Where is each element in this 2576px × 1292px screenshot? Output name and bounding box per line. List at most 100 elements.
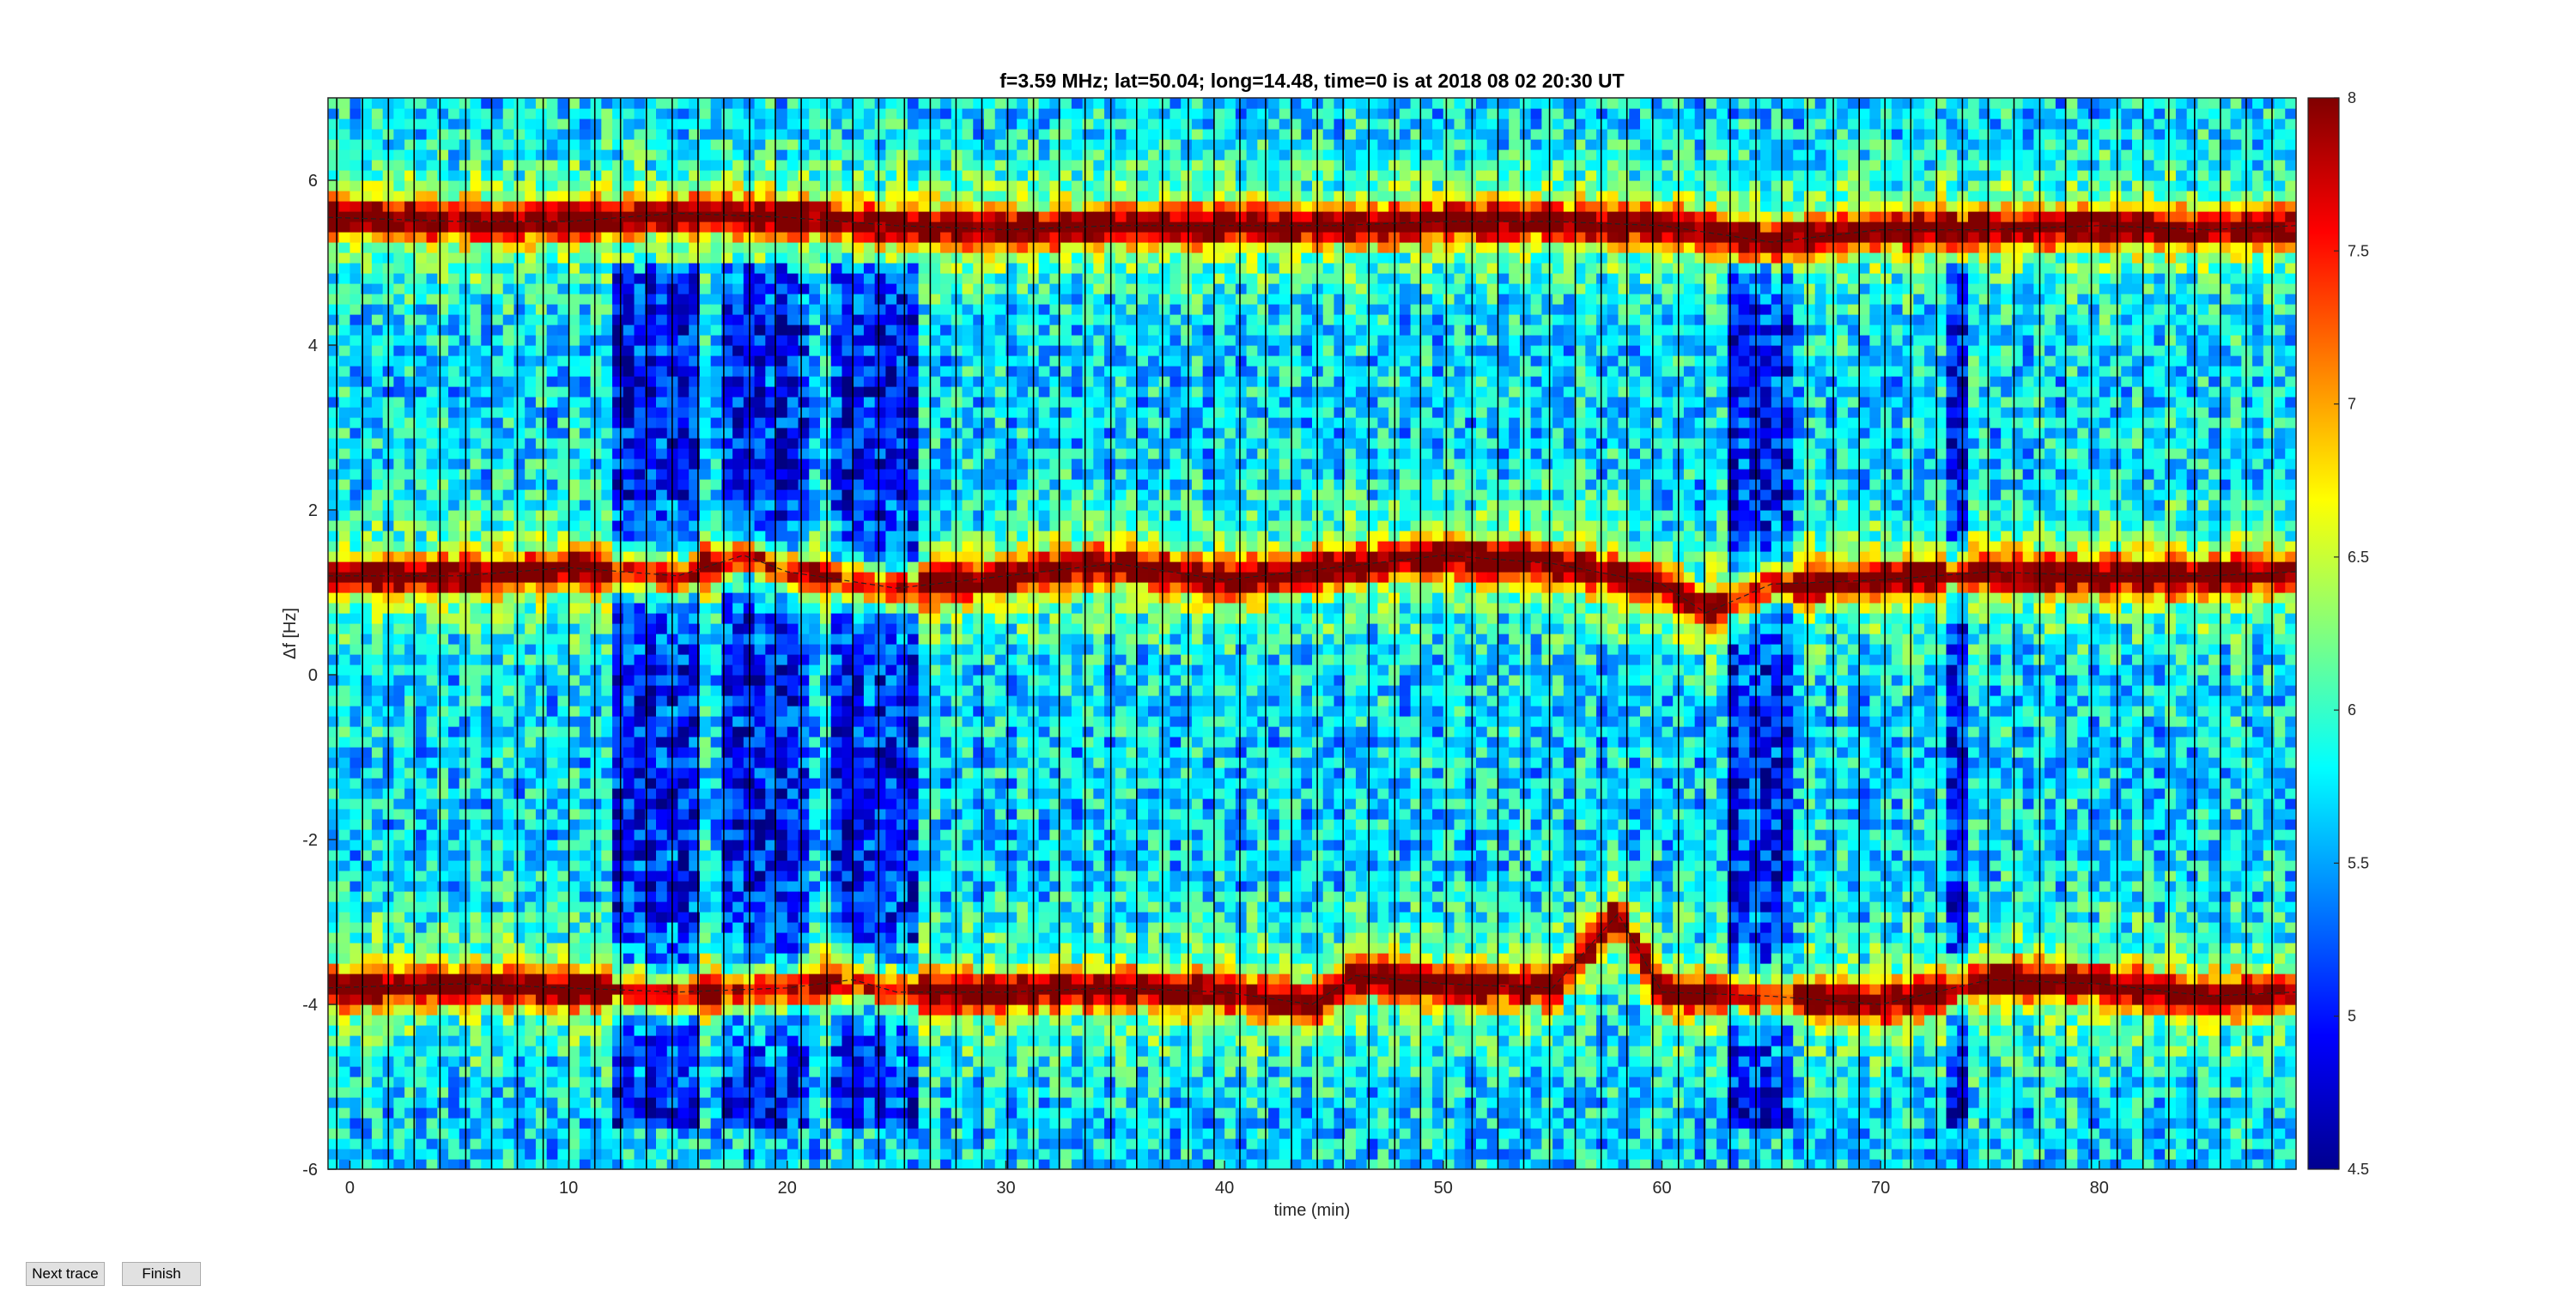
heatmap-cell xyxy=(361,448,373,459)
heatmap-cell xyxy=(437,273,449,284)
heatmap-cell xyxy=(470,726,482,737)
heatmap-cell xyxy=(841,870,854,882)
heatmap-cell xyxy=(798,664,810,676)
heatmap-cell xyxy=(798,860,810,871)
heatmap-cell xyxy=(470,211,482,222)
heatmap-cell xyxy=(809,355,821,367)
heatmap-cell xyxy=(426,397,438,408)
heatmap-cell xyxy=(568,829,580,840)
heatmap-cell xyxy=(393,304,405,315)
heatmap-cell xyxy=(568,1066,580,1077)
heatmap-cell xyxy=(459,726,471,737)
heatmap-cell xyxy=(677,160,690,171)
heatmap-cell xyxy=(448,366,460,377)
heatmap-cell xyxy=(699,531,712,542)
heatmap-cell xyxy=(841,561,854,573)
heatmap-cell xyxy=(754,149,766,161)
heatmap-cell xyxy=(361,283,373,294)
heatmap-cell xyxy=(787,603,799,614)
heatmap-cell xyxy=(656,654,668,665)
heatmap-cell xyxy=(677,963,690,974)
heatmap-cell xyxy=(623,221,635,233)
heatmap-cell xyxy=(830,1107,843,1119)
heatmap-cell xyxy=(470,489,482,500)
heatmap-cell xyxy=(710,160,722,171)
heatmap-cell xyxy=(535,737,548,748)
heatmap-cell xyxy=(601,953,613,964)
heatmap-cell xyxy=(481,407,493,418)
heatmap-cell xyxy=(481,747,493,758)
heatmap-cell xyxy=(492,428,504,439)
heatmap-cell xyxy=(426,242,438,253)
heatmap-cell xyxy=(809,747,821,758)
heatmap-cell xyxy=(481,994,493,1005)
heatmap-cell xyxy=(525,407,537,418)
heatmap-cell xyxy=(371,974,384,985)
heatmap-cell xyxy=(557,1087,569,1098)
heatmap-cell xyxy=(426,757,438,768)
heatmap-cell xyxy=(590,294,602,305)
heatmap-cell xyxy=(415,1097,428,1108)
heatmap-cell xyxy=(481,943,493,954)
heatmap-cell xyxy=(732,180,744,191)
heatmap-cell xyxy=(328,1107,340,1119)
heatmap-cell xyxy=(656,572,668,583)
heatmap-cell xyxy=(579,695,592,707)
heatmap-cell xyxy=(459,242,471,253)
heatmap-cell xyxy=(470,139,482,150)
heatmap-cell xyxy=(513,531,526,542)
heatmap-cell xyxy=(710,1097,722,1108)
heatmap-cell xyxy=(776,850,788,861)
heatmap-cell xyxy=(361,149,373,161)
heatmap-cell xyxy=(361,355,373,367)
heatmap-cell xyxy=(776,273,788,284)
heatmap-cell xyxy=(787,397,799,408)
heatmap-cell xyxy=(656,108,668,119)
heatmap-cell xyxy=(525,1097,537,1108)
heatmap-cell xyxy=(328,840,340,851)
heatmap-cell xyxy=(546,963,558,974)
heatmap-cell xyxy=(809,685,821,696)
heatmap-cell xyxy=(492,180,504,191)
heatmap-cell xyxy=(601,932,613,943)
heatmap-cell xyxy=(448,767,460,779)
heatmap-cell xyxy=(612,788,624,799)
heatmap-cell xyxy=(546,901,558,913)
heatmap-cell xyxy=(349,469,361,480)
heatmap-cell xyxy=(502,809,515,820)
heatmap-cell xyxy=(448,489,460,500)
heatmap-cell xyxy=(809,170,821,181)
heatmap-cell xyxy=(448,1097,460,1108)
heatmap-cell xyxy=(820,1035,832,1046)
heatmap-cell xyxy=(656,304,668,315)
heatmap-cell xyxy=(349,108,361,119)
heatmap-cell xyxy=(361,108,373,119)
heatmap-cell xyxy=(426,1087,438,1098)
heatmap-cell xyxy=(830,180,843,191)
heatmap-cell xyxy=(634,1035,646,1046)
heatmap-cell xyxy=(787,407,799,418)
heatmap-cell xyxy=(623,345,635,356)
heatmap-cell xyxy=(338,613,351,624)
heatmap-cell xyxy=(710,108,722,119)
heatmap-cell xyxy=(513,757,526,768)
heatmap-cell xyxy=(820,98,832,109)
heatmap-cell xyxy=(557,582,569,593)
heatmap-cell xyxy=(677,850,690,861)
heatmap-cell xyxy=(426,1056,438,1067)
heatmap-cell xyxy=(470,500,482,511)
heatmap-cell xyxy=(634,417,646,428)
heatmap-cell xyxy=(361,778,373,789)
heatmap-cell xyxy=(634,767,646,779)
heatmap-cell xyxy=(470,397,482,408)
heatmap-cell xyxy=(623,592,635,604)
heatmap-cell xyxy=(328,963,340,974)
heatmap-cell xyxy=(601,366,613,377)
heatmap-cell xyxy=(459,1097,471,1108)
heatmap-cell xyxy=(470,603,482,614)
heatmap-cell xyxy=(830,1159,843,1170)
heatmap-cell xyxy=(426,788,438,799)
heatmap-cell xyxy=(623,500,635,511)
heatmap-cell xyxy=(513,1107,526,1119)
heatmap-cell xyxy=(338,1004,351,1016)
